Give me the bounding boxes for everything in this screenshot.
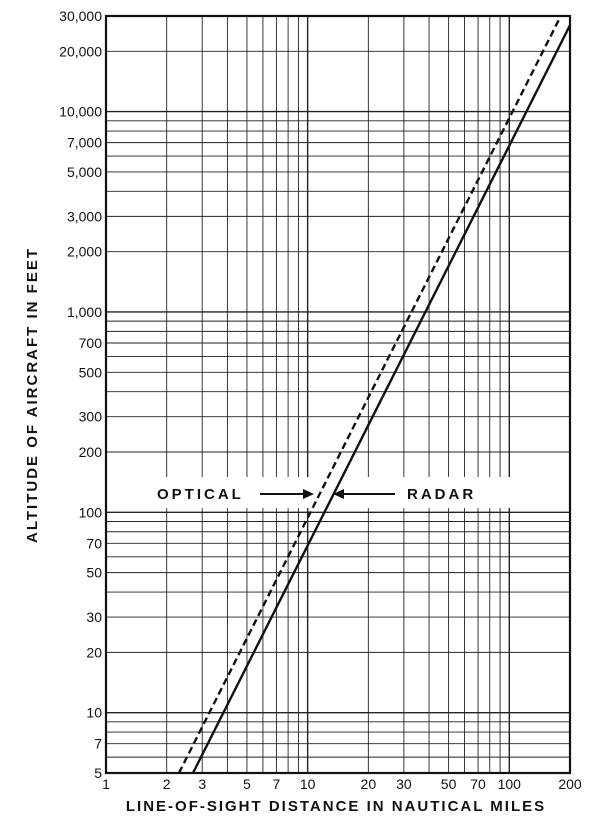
optical-arrow-head <box>303 489 314 499</box>
x-tick-label: 50 <box>441 776 457 792</box>
optical-annotation: OPTICAL <box>157 486 314 503</box>
radar-annotation: RADAR <box>333 486 476 503</box>
x-tick-label: 2 <box>163 776 171 792</box>
radar-arrow-head <box>333 489 344 499</box>
y-tick-label: 30,000 <box>59 8 102 24</box>
y-tick-label: 2,000 <box>67 244 102 260</box>
x-tick-label: 1 <box>102 776 110 792</box>
y-tick-label: 5 <box>94 765 102 781</box>
radar-label: RADAR <box>407 486 476 503</box>
y-tick-label: 300 <box>79 409 103 425</box>
y-tick-label: 10,000 <box>59 104 102 120</box>
y-tick-label: 7,000 <box>67 135 102 151</box>
y-tick-label: 5,000 <box>67 164 102 180</box>
x-tick-label: 3 <box>198 776 206 792</box>
series-lines <box>177 15 572 774</box>
x-tick-label: 5 <box>243 776 251 792</box>
y-tick-label: 20 <box>86 644 102 660</box>
x-tick-label: 200 <box>558 776 582 792</box>
plot-frame <box>104 14 572 775</box>
series-radar-line <box>191 24 572 774</box>
x-tick-label: 100 <box>498 776 522 792</box>
y-tick-label: 1,000 <box>67 304 102 320</box>
y-tick-label: 7 <box>94 736 102 752</box>
optical-label: OPTICAL <box>157 486 244 503</box>
y-tick-label: 200 <box>79 444 103 460</box>
x-tick-labels: 1 2 3 5 7 10 20 30 50 70 100 200 <box>102 776 582 792</box>
y-tick-label: 100 <box>79 504 103 520</box>
y-tick-label: 30 <box>86 609 102 625</box>
y-tick-label: 500 <box>79 364 103 380</box>
x-tick-label: 7 <box>273 776 281 792</box>
grid <box>105 15 571 774</box>
y-tick-labels: 5 7 10 20 30 50 70 100 200 300 500 700 1,000 2,000 3,0… <box>59 8 102 781</box>
y-tick-label: 20,000 <box>59 43 102 59</box>
y-tick-label: 700 <box>79 335 103 351</box>
y-axis-title: ALTITUDE OF AIRCRAFT IN FEET <box>24 247 41 543</box>
y-tick-label: 3,000 <box>67 208 102 224</box>
series-optical-line <box>177 15 562 774</box>
x-tick-label: 30 <box>396 776 412 792</box>
x-axis-title: LINE-OF-SIGHT DISTANCE IN NAUTICAL MILES <box>126 798 546 815</box>
y-tick-label: 10 <box>86 705 102 721</box>
y-tick-label: 50 <box>86 565 102 581</box>
x-tick-label: 10 <box>300 776 316 792</box>
y-tick-label: 70 <box>86 535 102 551</box>
x-tick-label: 20 <box>361 776 377 792</box>
x-tick-label: 70 <box>470 776 486 792</box>
